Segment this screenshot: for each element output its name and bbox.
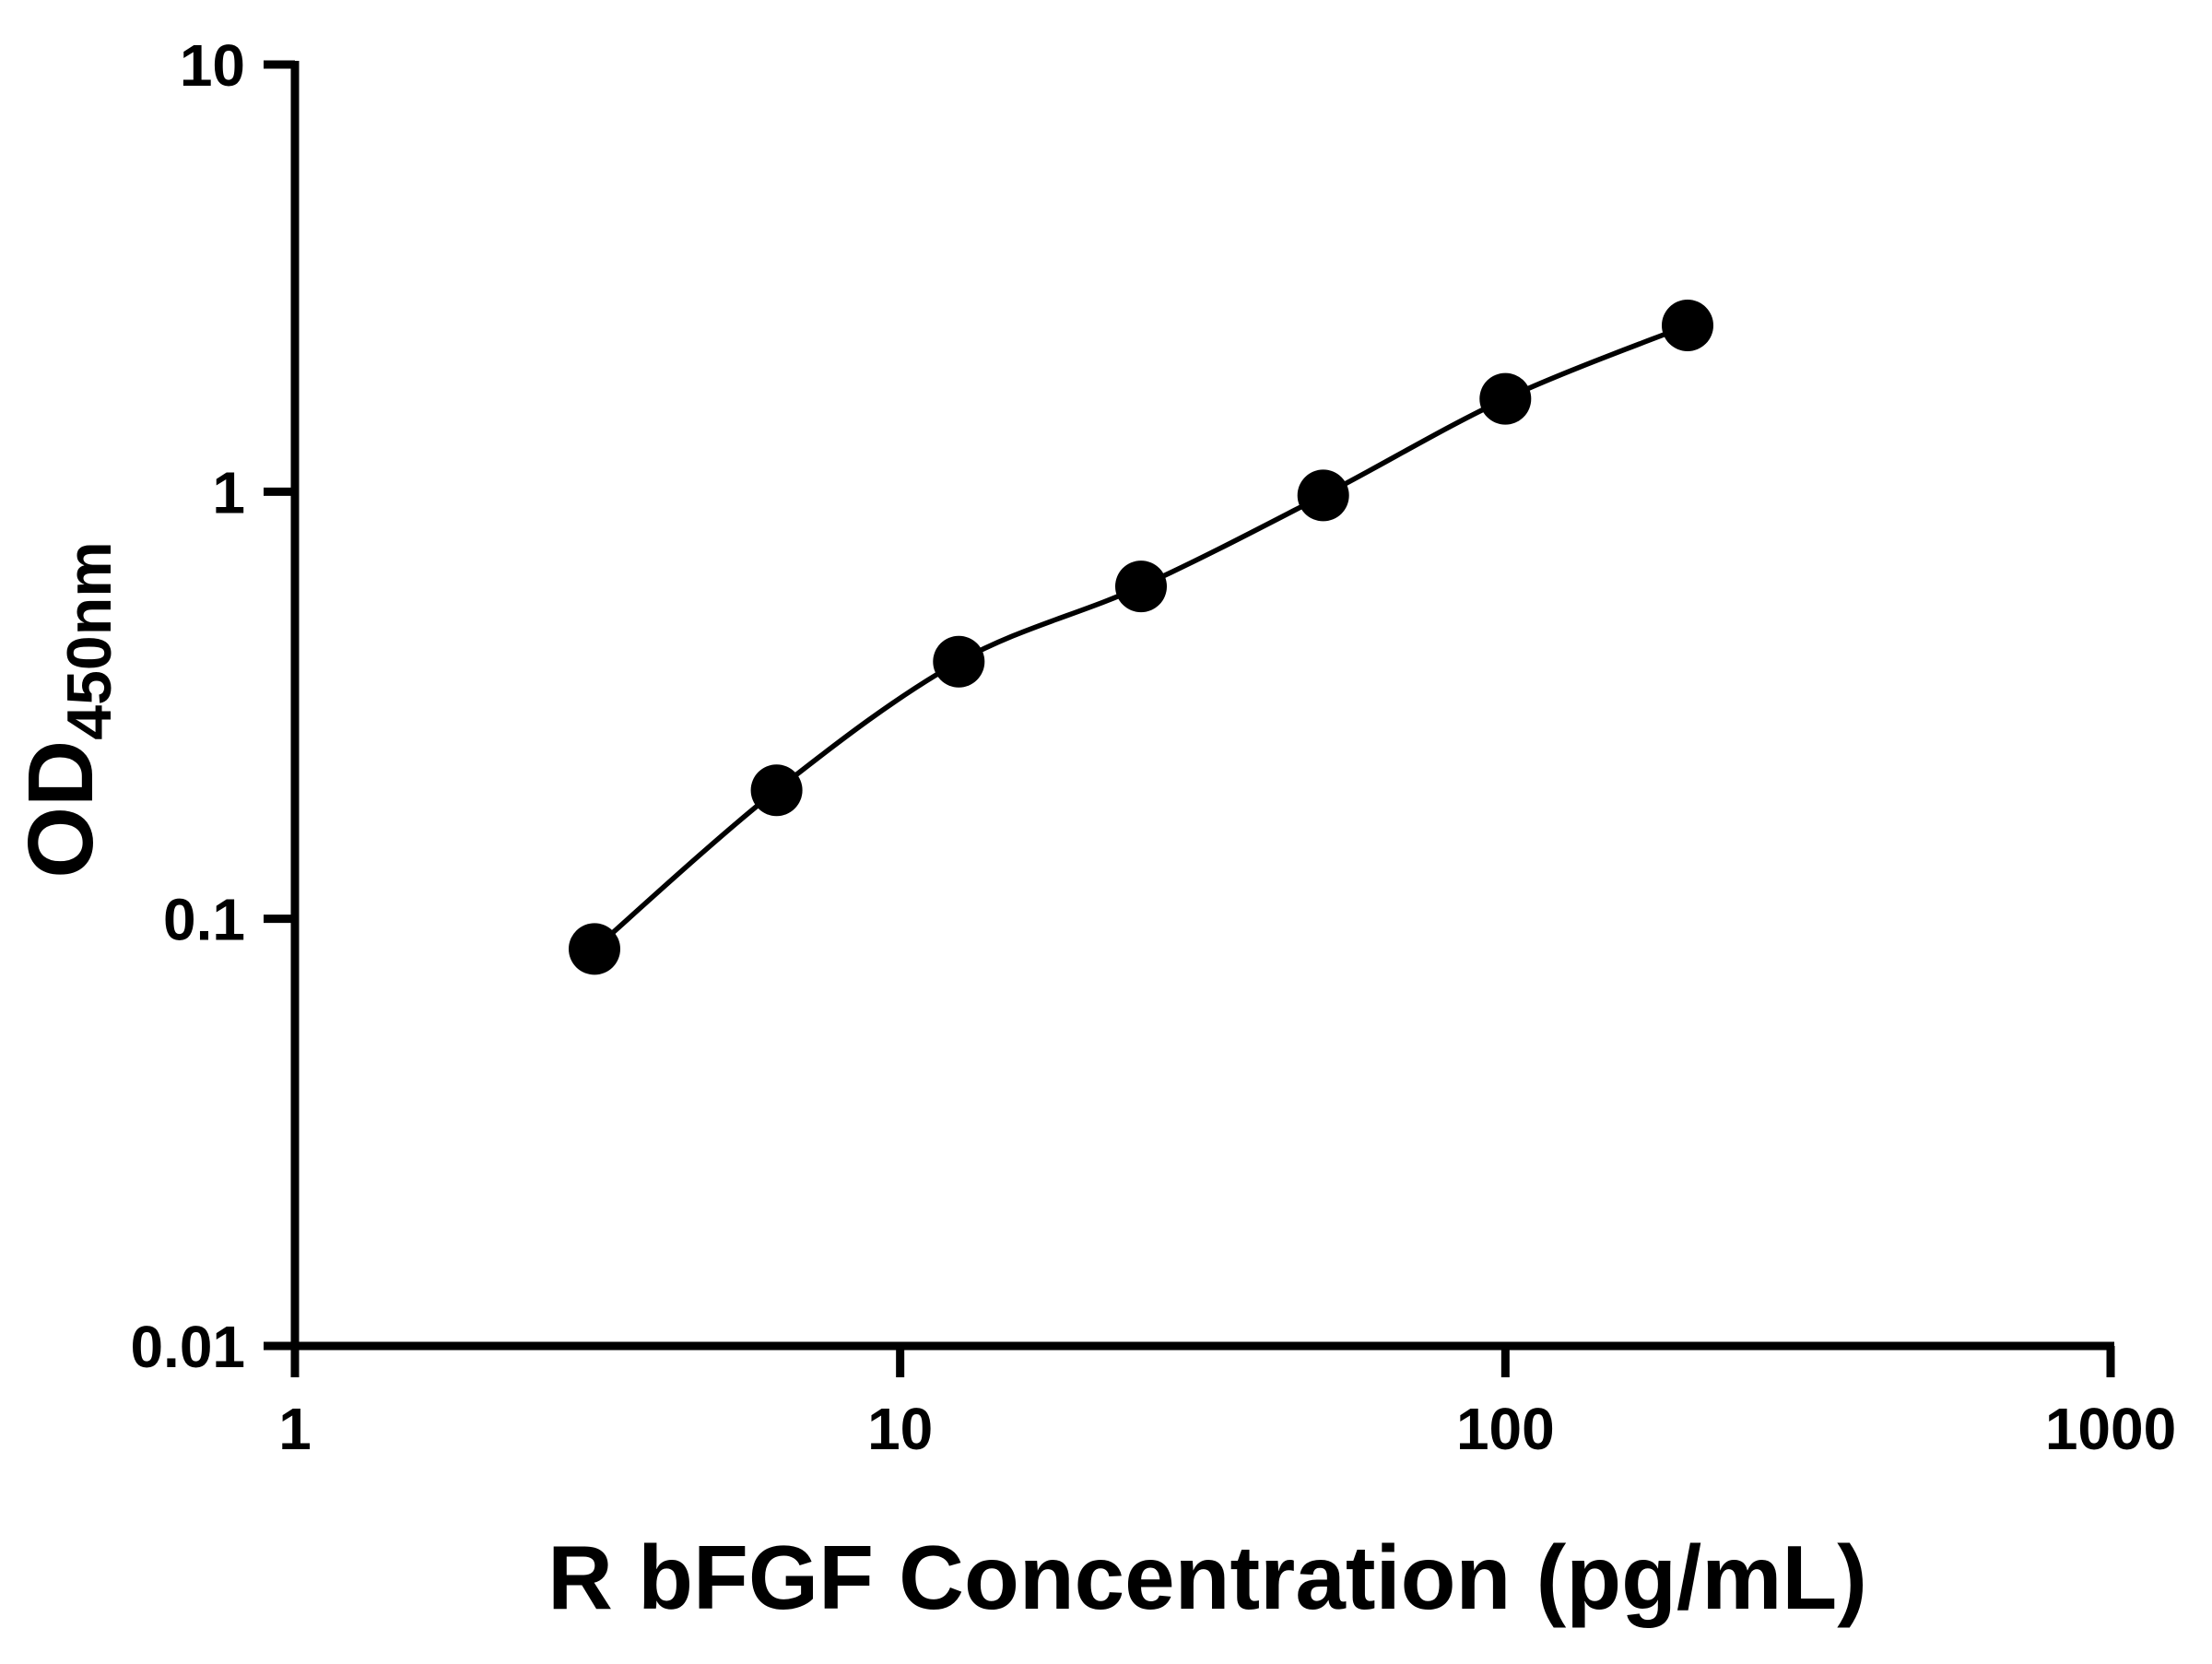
x-axis-ticks: 1 10 100 1000 (278, 1346, 2176, 1462)
x-tick-label: 1 (278, 1396, 312, 1462)
x-tick-label: 10 (867, 1396, 933, 1462)
data-point (750, 764, 803, 817)
y-axis-label-sub: 450nm (54, 541, 124, 739)
data-point (1479, 372, 1532, 425)
fit-curve-line (593, 323, 1689, 951)
data-point (1115, 561, 1167, 613)
x-axis-label: R bFGF Concentration (pg/mL) (547, 1527, 1867, 1628)
data-point (569, 923, 620, 975)
x-tick-label: 1000 (2045, 1396, 2176, 1462)
axes (290, 61, 2114, 1351)
data-points (569, 300, 1713, 975)
data-point (1297, 469, 1349, 522)
y-tick-label: 0.1 (163, 887, 245, 953)
data-point (1662, 300, 1713, 351)
data-point (933, 635, 985, 688)
x-tick-label: 100 (1456, 1396, 1555, 1462)
y-tick-label: 10 (180, 32, 245, 99)
y-tick-label: 0.01 (130, 1314, 245, 1380)
axis-lines (290, 61, 2114, 1351)
y-axis-ticks: 0.01 0.1 1 10 (130, 32, 295, 1380)
y-tick-label: 1 (212, 459, 245, 525)
y-axis-label-main: OD (9, 740, 112, 879)
y-axis-label: OD450nm (9, 541, 124, 878)
